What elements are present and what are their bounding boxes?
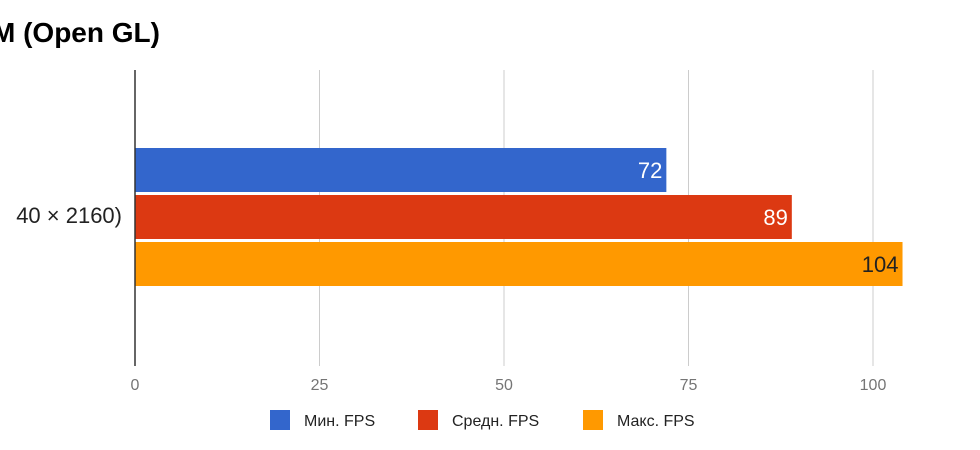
legend-label-1: Мин. FPS [304, 413, 375, 430]
x-tick-label-25: 25 [311, 377, 329, 394]
legend-label-2: Средн. FPS [452, 413, 539, 430]
legend-label-3: Макс. FPS [617, 413, 695, 430]
chart-title: M (Open GL) [0, 17, 160, 48]
bar-value-label-1: 72 [638, 158, 662, 183]
bar-value-label-2: 89 [763, 205, 787, 230]
bar-value-label-3: 104 [862, 252, 899, 277]
bar-3 [135, 242, 903, 286]
x-tick-label-100: 100 [860, 377, 887, 394]
legend-swatch-3 [583, 410, 603, 430]
category-label: 40 × 2160) [16, 203, 122, 228]
bar-2 [135, 195, 792, 239]
legend-swatch-2 [418, 410, 438, 430]
bar-1 [135, 148, 667, 192]
x-tick-label-50: 50 [495, 377, 513, 394]
x-tick-label-0: 0 [131, 377, 140, 394]
x-tick-label-75: 75 [680, 377, 698, 394]
legend-swatch-1 [270, 410, 290, 430]
